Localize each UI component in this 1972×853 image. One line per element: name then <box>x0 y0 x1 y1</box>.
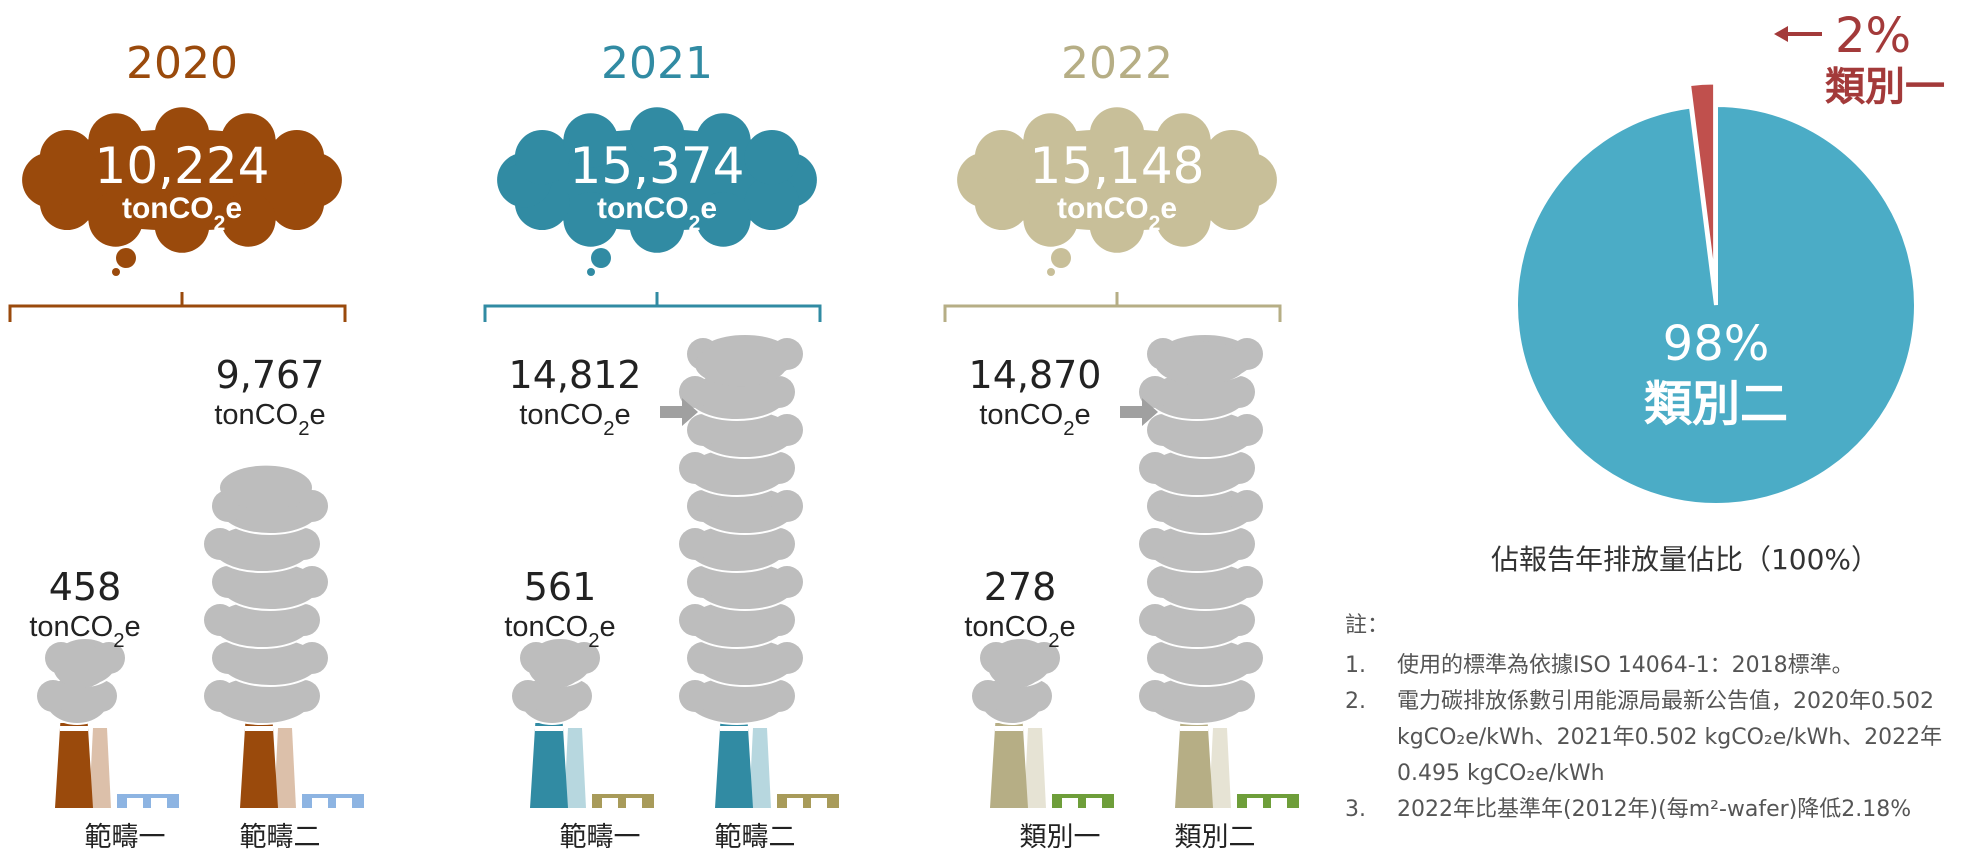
total-cloud-icon <box>957 107 1277 253</box>
pie-label-slice-pct: 2% <box>1835 8 1911 64</box>
note-text: 電力碳排放係數引用能源局最新公告值，2020年0.502 <box>1397 689 1934 714</box>
note-text: 使用的標準為依據ISO 14064-1：2018標準。 <box>1397 653 1854 678</box>
value-label: 14,870 <box>969 353 1102 397</box>
thought-bubble-icon <box>1047 268 1055 276</box>
factory-icon <box>55 712 179 808</box>
pie-slice-類別二 <box>1514 102 1918 507</box>
thought-bubble-icon <box>591 248 611 268</box>
factory-icon <box>990 712 1114 808</box>
bracket-icon <box>943 292 1282 322</box>
pie-label-slice-category: 類別一 <box>1825 64 1945 110</box>
thought-bubble-icon <box>1051 248 1071 268</box>
total-unit: tonCO2e <box>597 192 717 235</box>
year-label: 2020 <box>126 38 238 89</box>
value-label: 561 <box>524 565 597 609</box>
note-item: kgCO₂e/kWh、2021年0.502 kgCO₂e/kWh、2022年 <box>1345 720 1972 756</box>
category-label: 類別二 <box>1175 822 1256 853</box>
pie-chart: 98% 類別二 2% 類別一 <box>1514 8 1945 507</box>
note-text: kgCO₂e/kWh、2021年0.502 kgCO₂e/kWh、2022年 <box>1397 725 1943 750</box>
note-item: 3. 2022年比基準年(2012年)(每m²-wafer)降低2.18% <box>1345 792 1972 828</box>
total-value: 10,224 <box>95 137 270 195</box>
bracket-icon <box>483 292 822 322</box>
notes-title: 註： <box>1345 613 1390 638</box>
total-value: 15,374 <box>570 137 745 195</box>
smoke-column-範疇二 <box>679 333 803 725</box>
value-unit: tonCO2e <box>29 611 140 652</box>
factory-icon <box>715 712 839 808</box>
note-number: 2. <box>1345 689 1366 714</box>
smoke-column-類別二 <box>1139 333 1263 725</box>
total-value: 15,148 <box>1030 137 1205 195</box>
value-label: 278 <box>984 565 1057 609</box>
note-text: 2022年比基準年(2012年)(每m²-wafer)降低2.18% <box>1397 797 1912 822</box>
thought-bubble-icon <box>116 248 136 268</box>
arrow-icon <box>660 398 698 426</box>
pie-arrow-icon <box>1774 26 1822 42</box>
note-item: 1. 使用的標準為依據ISO 14064-1：2018標準。 <box>1345 648 1972 684</box>
smoke-column-類別一 <box>972 637 1060 725</box>
pie-label-main-category: 類別二 <box>1644 376 1788 432</box>
value-label: 9,767 <box>216 353 325 397</box>
total-unit: tonCO2e <box>1057 192 1177 235</box>
notes-list: 1. 使用的標準為依據ISO 14064-1：2018標準。 2. 電力碳排放係數引用… <box>1345 648 1972 828</box>
value-label: 458 <box>49 565 122 609</box>
value-unit: tonCO2e <box>504 611 615 652</box>
category-label: 範疇二 <box>240 822 321 853</box>
smoke-column-範疇二 <box>204 465 328 725</box>
thought-bubble-icon <box>587 268 595 276</box>
value-unit: tonCO2e <box>964 611 1075 652</box>
value-unit: tonCO2e <box>214 399 325 440</box>
note-item: 2. 電力碳排放係數引用能源局最新公告值，2020年0.502 <box>1345 684 1972 720</box>
arrow-icon <box>1120 398 1158 426</box>
thought-bubble-icon <box>112 268 120 276</box>
note-number: 1. <box>1345 653 1366 678</box>
bracket-icon <box>8 292 347 322</box>
category-label: 範疇二 <box>715 822 796 853</box>
total-cloud-icon <box>22 107 342 253</box>
value-label: 14,812 <box>509 353 642 397</box>
smoke-column-範疇一 <box>512 637 600 725</box>
year-label: 2022 <box>1061 38 1173 89</box>
value-unit: tonCO2e <box>519 399 630 440</box>
category-label: 類別一 <box>1020 822 1101 853</box>
note-number: 3. <box>1345 797 1366 822</box>
note-text: 0.495 kgCO₂e/kWh <box>1397 761 1605 786</box>
pie-slice-類別一 <box>1687 81 1717 284</box>
smoke-column-範疇一 <box>37 637 125 725</box>
notes-section: 註： 1. 使用的標準為依據ISO 14064-1：2018標準。 2. 電力碳排放係… <box>1345 608 1972 853</box>
category-label: 範疇一 <box>560 822 641 853</box>
pie-caption: 佔報告年排放量佔比（100%） <box>1490 543 1880 576</box>
pie-label-main-pct: 98% <box>1663 316 1770 372</box>
factory-icon <box>240 712 364 808</box>
year-label: 2021 <box>601 38 713 89</box>
category-label: 範疇一 <box>85 822 166 853</box>
value-unit: tonCO2e <box>979 399 1090 440</box>
total-cloud-icon <box>497 107 817 253</box>
total-unit: tonCO2e <box>122 192 242 235</box>
factory-icon <box>530 712 654 808</box>
note-item: 0.495 kgCO₂e/kWh <box>1345 756 1972 792</box>
factory-icon <box>1175 712 1299 808</box>
